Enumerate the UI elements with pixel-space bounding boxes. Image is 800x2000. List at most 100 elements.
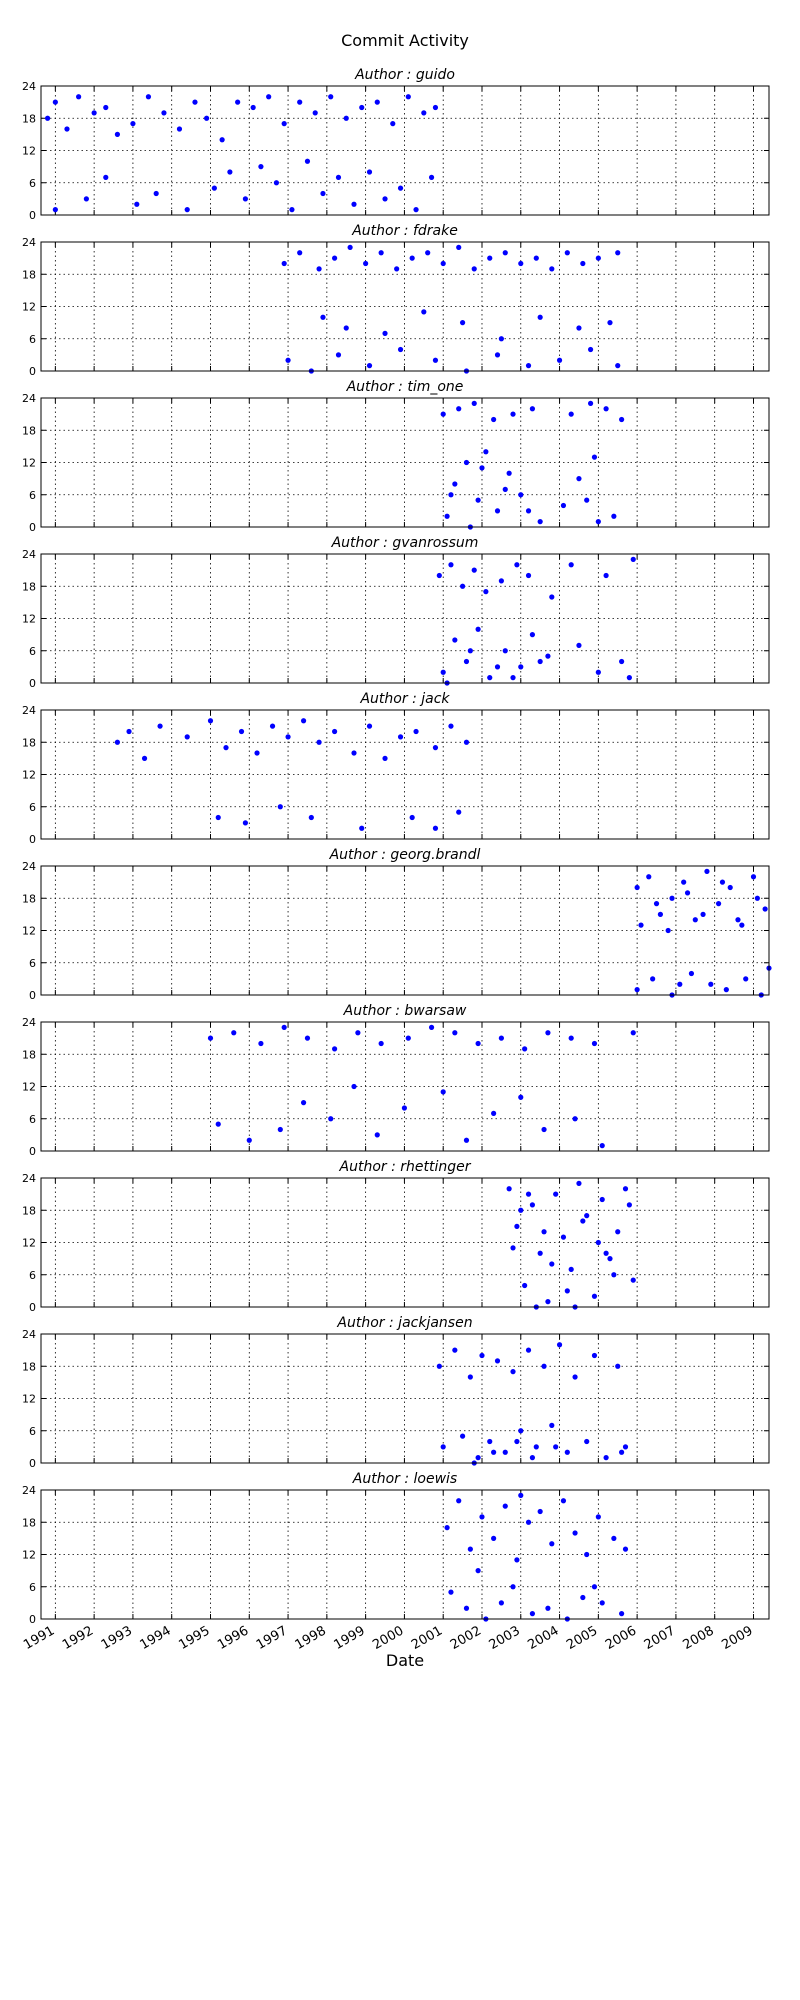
point	[332, 255, 338, 261]
plot-frame	[40, 553, 770, 684]
x-tick-label: 2007	[642, 1623, 678, 1653]
point	[215, 814, 221, 821]
point	[518, 664, 524, 670]
point	[498, 1600, 504, 1606]
y-tick-label: 6	[29, 1581, 36, 1594]
point	[502, 648, 508, 654]
y-tick-label: 6	[29, 645, 36, 658]
point	[192, 99, 198, 105]
point	[723, 987, 729, 993]
point	[390, 121, 396, 127]
point	[580, 260, 586, 267]
point	[518, 1492, 524, 1498]
point	[634, 987, 640, 993]
point	[471, 400, 477, 406]
point	[549, 266, 555, 272]
point	[475, 1568, 481, 1574]
x-tick-label: 1994	[138, 1623, 174, 1653]
point	[351, 201, 357, 207]
point	[653, 901, 660, 907]
point	[529, 1455, 536, 1461]
point	[428, 1024, 435, 1030]
point	[556, 357, 563, 363]
y-tick-label: 12	[22, 1393, 36, 1406]
point	[258, 1040, 264, 1047]
point	[599, 1143, 605, 1149]
point	[436, 1363, 442, 1369]
point	[572, 1374, 578, 1380]
point	[587, 400, 594, 406]
y-tick-label: 18	[22, 1048, 36, 1061]
panel-title: Author : fdrake	[351, 223, 458, 239]
point	[428, 174, 435, 180]
point	[630, 1277, 636, 1283]
point	[316, 739, 322, 745]
x-axis-label: Date	[386, 1651, 424, 1670]
point	[440, 411, 446, 417]
point	[591, 454, 598, 460]
x-tick-label: 2000	[370, 1623, 406, 1653]
point	[444, 1525, 450, 1531]
point	[553, 1444, 559, 1450]
point	[440, 260, 446, 267]
point	[537, 519, 543, 525]
point	[522, 1046, 528, 1052]
point	[432, 104, 439, 111]
y-tick-label: 24	[22, 704, 36, 717]
point	[145, 94, 152, 100]
point	[537, 658, 543, 665]
point	[549, 594, 555, 600]
point	[568, 1035, 574, 1041]
point	[161, 110, 167, 116]
point	[576, 642, 582, 648]
point	[328, 94, 334, 100]
point	[502, 1449, 508, 1455]
point	[467, 1374, 473, 1380]
y-tick-label: 18	[22, 424, 36, 437]
point	[603, 1455, 609, 1461]
point	[409, 255, 415, 261]
y-tick-label: 18	[22, 112, 36, 125]
point	[529, 1611, 536, 1617]
point	[510, 1369, 516, 1375]
point	[494, 1358, 501, 1364]
point	[541, 1229, 547, 1235]
plot-frame	[40, 1333, 770, 1464]
y-tick-label: 18	[22, 736, 36, 749]
point	[91, 110, 97, 116]
point	[556, 1342, 563, 1348]
point	[584, 1438, 590, 1445]
x-tick-label: 1992	[60, 1623, 96, 1653]
point	[584, 497, 590, 503]
y-tick-label: 12	[22, 769, 36, 782]
x-tick-label: 2002	[448, 1623, 484, 1653]
panel-title: Author : loewis	[352, 1471, 457, 1487]
point	[529, 406, 536, 412]
point	[223, 745, 229, 751]
y-tick-label: 24	[22, 860, 36, 873]
point	[184, 207, 190, 213]
point	[502, 250, 508, 256]
point	[409, 814, 415, 821]
point	[382, 196, 388, 202]
point	[576, 325, 582, 331]
point	[211, 185, 217, 191]
point	[727, 884, 733, 891]
point	[638, 922, 644, 928]
point	[553, 1191, 559, 1197]
point	[626, 675, 632, 681]
point	[739, 922, 745, 928]
point	[622, 1444, 629, 1450]
point	[405, 1035, 411, 1041]
y-tick-label: 0	[29, 1145, 36, 1158]
point	[622, 1546, 629, 1552]
point	[366, 723, 373, 729]
point	[285, 734, 291, 740]
x-tick-label: 1996	[215, 1623, 251, 1653]
point	[269, 723, 276, 729]
point	[615, 363, 621, 369]
point	[207, 1035, 214, 1041]
point	[405, 94, 411, 100]
point	[576, 476, 582, 482]
